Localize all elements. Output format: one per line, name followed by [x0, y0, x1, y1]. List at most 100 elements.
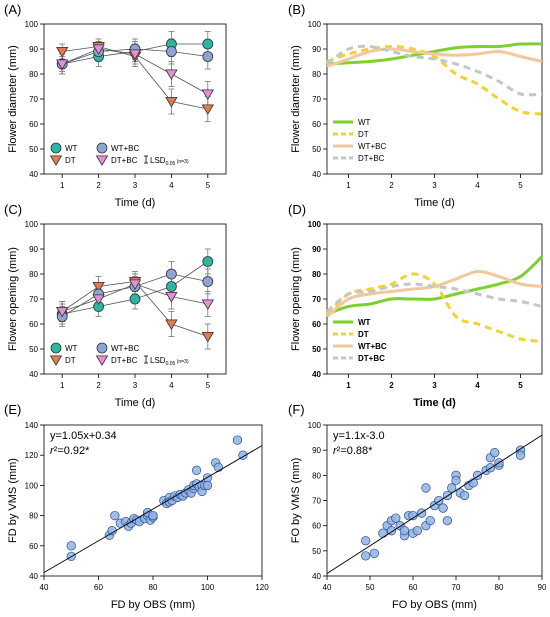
regression-line — [326, 434, 543, 574]
y-tick-label: 70 — [29, 295, 38, 304]
data-point — [56, 306, 69, 318]
x-tick-label: 3 — [133, 181, 138, 190]
x-tick-label: 3 — [432, 381, 437, 390]
legend-marker — [49, 355, 63, 367]
x-tick-label: 4 — [475, 381, 480, 390]
x-tick-label: 2 — [389, 181, 394, 190]
series-curve — [326, 255, 544, 316]
y-axis-label: FO by VMS (mm) — [290, 458, 302, 544]
y-tick-label: 60 — [29, 120, 38, 129]
data-point — [202, 51, 214, 62]
data-point — [442, 515, 453, 526]
data-point — [201, 104, 214, 116]
x-tick-label: 5 — [206, 181, 211, 190]
chart-f: 40 50 60 70 80 90 40 50 60 70 80 90 100 FO by OBS (mm… — [288, 402, 547, 611]
series-curve — [326, 269, 543, 318]
data-point — [213, 462, 224, 472]
panel-label: (B) — [288, 2, 305, 17]
y-tick-label: 100 — [25, 481, 39, 490]
y-tick-label: 90 — [312, 245, 321, 254]
y-tick-label: 80 — [29, 70, 38, 79]
legend-label: DT — [65, 356, 76, 365]
data-point — [490, 448, 500, 458]
x-axis-label: Time (d) — [413, 397, 456, 409]
x-tick-label: 5 — [518, 381, 523, 390]
data-point — [421, 483, 431, 493]
y-tick-label: 60 — [29, 320, 38, 329]
series-curve — [326, 47, 543, 68]
data-point — [202, 256, 214, 267]
data-point — [202, 480, 213, 491]
y-tick-label: 70 — [312, 295, 321, 304]
panel-label: (C) — [4, 202, 22, 217]
series-curve — [326, 44, 543, 116]
x-tick-label: 5 — [518, 181, 523, 190]
legend-label: DT — [358, 130, 369, 139]
data-point — [191, 465, 202, 475]
legend-label: WT — [358, 118, 371, 127]
data-point — [165, 46, 177, 57]
legend-label: WT — [65, 344, 78, 353]
legend-marker — [95, 355, 109, 367]
legend-label: DT+BC — [358, 154, 385, 163]
y-tick-label: 40 — [29, 170, 38, 179]
data-point — [378, 528, 388, 538]
x-tick-label: 90 — [538, 583, 547, 592]
chart-d: 1 2 3 4 5 40 50 60 70 80 90 100 Time (d) Flower openi… — [288, 202, 544, 409]
x-axis-label: Time (d) — [414, 197, 455, 209]
data-point — [451, 475, 461, 486]
legend-marker — [96, 342, 108, 354]
legend-marker — [50, 142, 62, 154]
legend: WT WT+BC DT DT+BC LSD0.05 (n=3) — [49, 142, 189, 167]
data-point — [391, 513, 401, 523]
legend-marker — [96, 142, 108, 154]
legend: WT DT WT+BC DT+BC — [333, 118, 386, 163]
y-tick-label: 70 — [312, 95, 321, 104]
y-tick-label: 60 — [29, 542, 38, 551]
legend: WT DT WT+BC DT+BC — [333, 318, 387, 363]
legend-label: WT+BC — [358, 342, 387, 351]
y-tick-label: 50 — [29, 345, 38, 354]
y-tick-label: 40 — [312, 170, 321, 179]
y-tick-label: 40 — [29, 572, 38, 581]
x-tick-label: 80 — [495, 583, 504, 592]
x-tick-label: 3 — [133, 381, 138, 390]
y-tick-label: 60 — [312, 120, 321, 129]
x-tick-label: 4 — [475, 181, 480, 190]
legend-label: DT — [358, 330, 369, 339]
data-point — [128, 49, 142, 61]
data-point — [165, 281, 177, 292]
series-curve — [326, 44, 543, 97]
y-tick-label: 100 — [308, 20, 322, 29]
y-tick-label: 80 — [312, 471, 321, 480]
y-tick-label: 80 — [29, 512, 38, 521]
data-point — [165, 69, 178, 81]
data-point — [92, 294, 105, 306]
data-point — [232, 435, 243, 445]
panel-label: (F) — [288, 402, 305, 417]
x-tick-label: 2 — [96, 381, 101, 390]
series-curve — [325, 272, 543, 343]
y-tick-label: 70 — [312, 497, 321, 506]
x-tick-label: 3 — [432, 181, 437, 190]
data-point — [92, 281, 105, 293]
x-axis-label: FD by OBS (mm) — [111, 599, 195, 611]
panel-label: (E) — [4, 402, 21, 417]
data-point — [369, 548, 379, 558]
x-tick-label: 50 — [366, 583, 375, 592]
y-tick-label: 100 — [25, 20, 39, 29]
regression-line — [43, 445, 263, 573]
regression-equation: y=1.1x-3.0 — [333, 430, 385, 442]
x-axis-label: FO by OBS (mm) — [392, 599, 477, 611]
legend-label: WT+BC — [358, 142, 386, 151]
data-point — [447, 483, 457, 493]
series-curve — [326, 282, 543, 313]
data-point — [361, 536, 371, 546]
y-tick-label: 90 — [29, 45, 38, 54]
y-tick-label: 50 — [29, 145, 38, 154]
legend: WT WT+BC DT DT+BC LSD0.05 (n=3) — [49, 342, 189, 367]
y-tick-label: 140 — [25, 421, 39, 430]
x-tick-label: 4 — [169, 381, 174, 390]
data-point — [165, 96, 178, 108]
